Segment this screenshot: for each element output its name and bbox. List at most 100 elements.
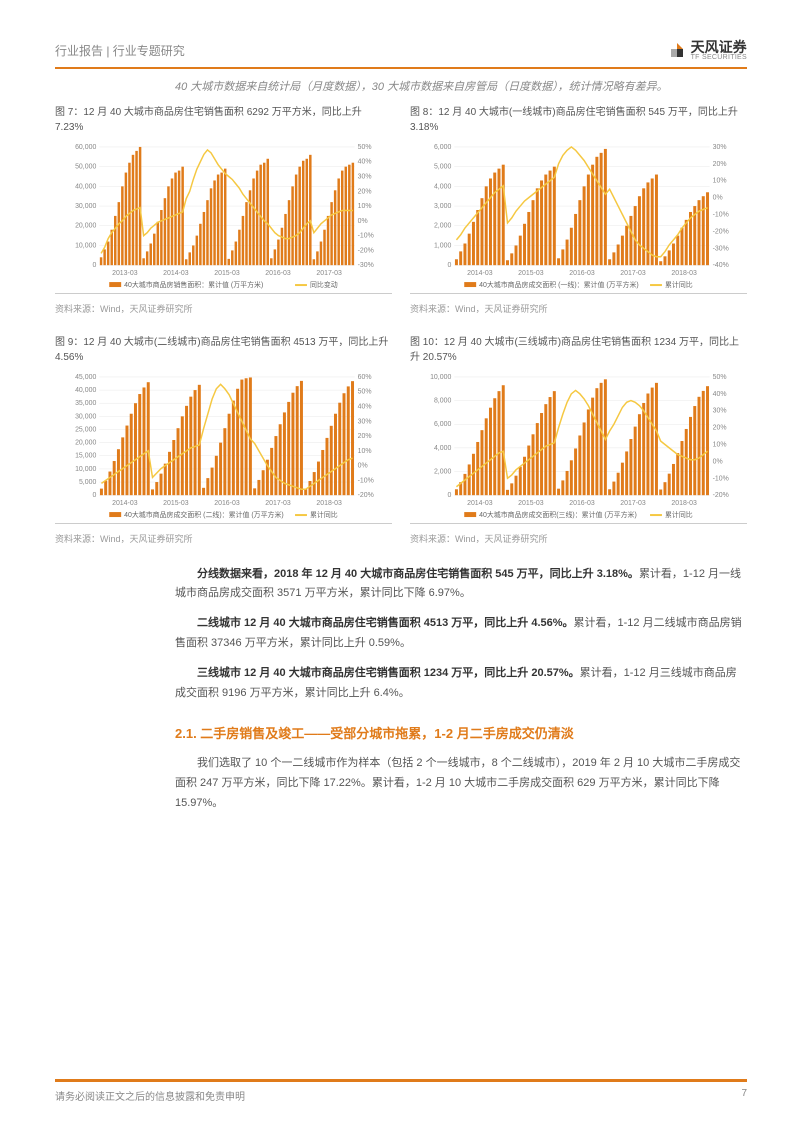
svg-text:2013-03: 2013-03 xyxy=(112,270,138,277)
svg-text:累计同比: 累计同比 xyxy=(665,280,693,289)
svg-text:1,000: 1,000 xyxy=(434,242,452,249)
body-text-2: 我们选取了 10 个一二线城市作为样本（包括 2 个一线城市，8 个二线城市），… xyxy=(175,754,747,813)
svg-text:2018-03: 2018-03 xyxy=(316,500,342,507)
svg-text:6,000: 6,000 xyxy=(434,421,452,428)
logo-icon xyxy=(667,41,687,61)
svg-text:2016-03: 2016-03 xyxy=(214,500,240,507)
section-heading: 2.1. 二手房销售及竣工——受部分城市拖累，1-2 月二手房成交仍清淡 xyxy=(175,723,747,742)
svg-text:30%: 30% xyxy=(713,407,727,414)
chart-9: 图 9：12 月 40 大城市(二线城市)商品房住宅销售面积 4513 万平，同… xyxy=(55,335,392,559)
chart-7: 图 7：12 月 40 大城市商品房住宅销售面积 6292 万平方米，同比上升 … xyxy=(55,105,392,329)
svg-text:10%: 10% xyxy=(713,177,727,184)
svg-text:10%: 10% xyxy=(358,203,372,210)
svg-text:50%: 50% xyxy=(713,374,727,381)
svg-text:0%: 0% xyxy=(713,194,723,201)
svg-text:2016-03: 2016-03 xyxy=(569,270,595,277)
svg-text:2,000: 2,000 xyxy=(434,222,452,229)
svg-text:同比变动: 同比变动 xyxy=(310,280,338,289)
chart-svg: 010,00020,00030,00040,00050,00060,000-30… xyxy=(55,139,392,294)
chart-source: 资料来源：Wind，天风证券研究所 xyxy=(410,302,747,315)
svg-text:40,000: 40,000 xyxy=(75,387,96,394)
svg-text:2015-03: 2015-03 xyxy=(214,270,240,277)
chart-source: 资料来源：Wind，天风证券研究所 xyxy=(55,302,392,315)
svg-text:-20%: -20% xyxy=(713,492,729,499)
svg-text:5,000: 5,000 xyxy=(434,163,452,170)
paragraph: 二线城市 12 月 40 大城市商品房住宅销售面积 4513 万平，同比上升 4… xyxy=(175,614,747,654)
svg-text:4,000: 4,000 xyxy=(434,444,452,451)
svg-text:-20%: -20% xyxy=(358,492,374,499)
chart-title: 图 10：12 月 40 大城市(三线城市)商品房住宅销售面积 1234 万平，… xyxy=(410,335,747,365)
svg-text:40大城市商品房成交面积 (二线)：累计值 (万平方米): 40大城市商品房成交面积 (二线)：累计值 (万平方米) xyxy=(124,510,284,519)
svg-text:0%: 0% xyxy=(713,458,723,465)
svg-text:2015-03: 2015-03 xyxy=(518,270,544,277)
svg-text:累计同比: 累计同比 xyxy=(310,510,338,519)
svg-text:-20%: -20% xyxy=(713,228,729,235)
footer-disclaimer: 请务必阅读正文之后的信息披露和免责申明 xyxy=(55,1088,245,1103)
svg-text:2017-03: 2017-03 xyxy=(620,500,646,507)
svg-text:10,000: 10,000 xyxy=(75,242,96,249)
svg-text:4,000: 4,000 xyxy=(434,183,452,190)
svg-text:40%: 40% xyxy=(713,390,727,397)
chart-source: 资料来源：Wind，天风证券研究所 xyxy=(410,532,747,545)
breadcrumb: 行业报告 | 行业专题研究 xyxy=(55,42,185,59)
svg-text:2017-03: 2017-03 xyxy=(265,500,291,507)
svg-text:2014-03: 2014-03 xyxy=(467,270,493,277)
svg-text:30,000: 30,000 xyxy=(75,413,96,420)
svg-text:20%: 20% xyxy=(358,188,372,195)
svg-text:30%: 30% xyxy=(358,418,372,425)
page-footer: 请务必阅读正文之后的信息披露和免责申明 7 xyxy=(55,1079,747,1103)
svg-text:5,000: 5,000 xyxy=(79,479,97,486)
svg-text:0%: 0% xyxy=(358,217,368,224)
svg-text:0: 0 xyxy=(92,262,96,269)
svg-text:40大城市商品房销售面积：累计值 (万平方米): 40大城市商品房销售面积：累计值 (万平方米) xyxy=(124,280,263,289)
chart-title: 图 8：12 月 40 大城市(一线城市)商品房住宅销售面积 545 万平，同比… xyxy=(410,105,747,135)
svg-text:10,000: 10,000 xyxy=(75,465,96,472)
svg-text:40大城市商品房成交面积(三线)：累计值 (万平方米): 40大城市商品房成交面积(三线)：累计值 (万平方米) xyxy=(479,510,637,519)
svg-text:6,000: 6,000 xyxy=(434,144,452,151)
svg-text:40大城市商品房成交面积 (一线)：累计值 (万平方米): 40大城市商品房成交面积 (一线)：累计值 (万平方米) xyxy=(479,280,639,289)
svg-text:-30%: -30% xyxy=(358,262,374,269)
svg-text:20,000: 20,000 xyxy=(75,439,96,446)
svg-text:0: 0 xyxy=(447,262,451,269)
body-text-1: 分线数据来看，2018 年 12 月 40 大城市商品房住宅销售面积 545 万… xyxy=(175,565,747,704)
chart-10: 图 10：12 月 40 大城市(三线城市)商品房住宅销售面积 1234 万平，… xyxy=(410,335,747,559)
svg-text:35,000: 35,000 xyxy=(75,400,96,407)
svg-text:-20%: -20% xyxy=(358,247,374,254)
svg-text:20%: 20% xyxy=(713,160,727,167)
svg-text:50,000: 50,000 xyxy=(75,163,96,170)
svg-text:45,000: 45,000 xyxy=(75,374,96,381)
page-header: 行业报告 | 行业专题研究 天风证券 TF SECURITIES xyxy=(55,40,747,69)
svg-text:15,000: 15,000 xyxy=(75,452,96,459)
chart-title: 图 9：12 月 40 大城市(二线城市)商品房住宅销售面积 4513 万平，同… xyxy=(55,335,392,365)
svg-text:50%: 50% xyxy=(358,388,372,395)
chart-source: 资料来源：Wind，天风证券研究所 xyxy=(55,532,392,545)
svg-text:8,000: 8,000 xyxy=(434,397,452,404)
chart-8: 图 8：12 月 40 大城市(一线城市)商品房住宅销售面积 545 万平，同比… xyxy=(410,105,747,329)
svg-text:2014-03: 2014-03 xyxy=(163,270,189,277)
logo-text-cn: 天风证券 xyxy=(691,40,747,54)
svg-text:2014-03: 2014-03 xyxy=(467,500,493,507)
svg-text:2015-03: 2015-03 xyxy=(518,500,544,507)
svg-text:0: 0 xyxy=(447,492,451,499)
paragraph: 我们选取了 10 个一二线城市作为样本（包括 2 个一线城市，8 个二线城市），… xyxy=(175,754,747,813)
chart-svg: 02,0004,0006,0008,00010,000-20%-10%0%10%… xyxy=(410,369,747,524)
footer-page-num: 7 xyxy=(741,1088,747,1103)
charts-row-1: 图 7：12 月 40 大城市商品房住宅销售面积 6292 万平方米，同比上升 … xyxy=(55,105,747,329)
logo-text-en: TF SECURITIES xyxy=(691,54,747,61)
svg-text:-10%: -10% xyxy=(358,477,374,484)
svg-text:10%: 10% xyxy=(713,441,727,448)
svg-text:30%: 30% xyxy=(713,144,727,151)
svg-text:2018-03: 2018-03 xyxy=(671,270,697,277)
svg-text:25,000: 25,000 xyxy=(75,426,96,433)
svg-text:20%: 20% xyxy=(358,433,372,440)
svg-text:30%: 30% xyxy=(358,173,372,180)
svg-text:2015-03: 2015-03 xyxy=(163,500,189,507)
svg-text:10,000: 10,000 xyxy=(430,374,451,381)
svg-text:2,000: 2,000 xyxy=(434,468,452,475)
logo: 天风证券 TF SECURITIES xyxy=(667,40,747,61)
paragraph: 分线数据来看，2018 年 12 月 40 大城市商品房住宅销售面积 545 万… xyxy=(175,565,747,605)
svg-text:20%: 20% xyxy=(713,424,727,431)
svg-text:-10%: -10% xyxy=(358,232,374,239)
svg-text:20,000: 20,000 xyxy=(75,222,96,229)
svg-text:3,000: 3,000 xyxy=(434,203,452,210)
